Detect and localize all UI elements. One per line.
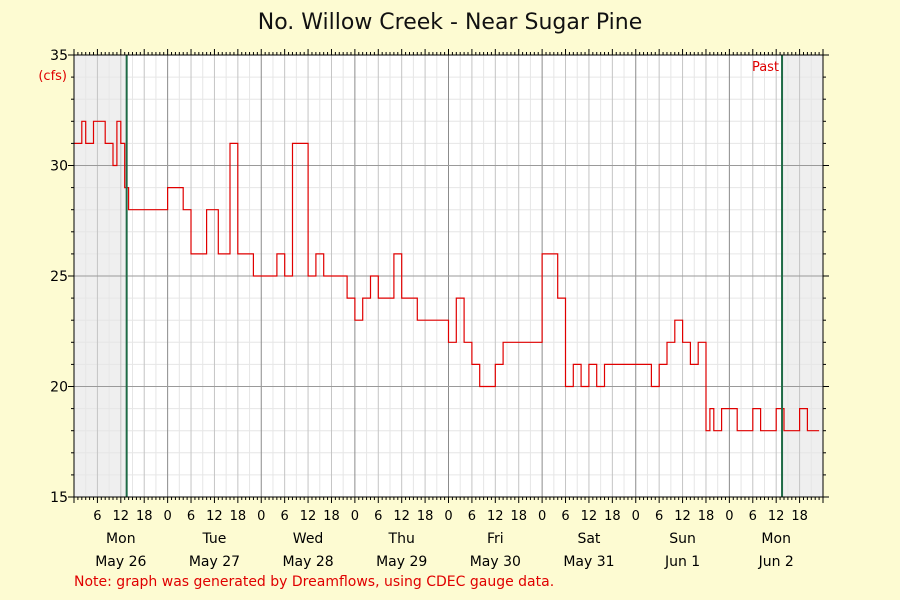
x-weekday-label: Thu bbox=[388, 531, 415, 547]
x-hour-label: 6 bbox=[749, 509, 757, 524]
x-hour-label: 6 bbox=[561, 509, 569, 524]
x-weekday-label: Sat bbox=[577, 531, 600, 547]
x-hour-label: 18 bbox=[604, 509, 621, 524]
x-hour-label: 6 bbox=[281, 509, 289, 524]
y-tick-label: 20 bbox=[50, 380, 68, 396]
x-hour-label: 0 bbox=[257, 509, 265, 524]
x-hour-label: 6 bbox=[655, 509, 663, 524]
x-hour-label: 6 bbox=[93, 509, 101, 524]
x-hour-label: 6 bbox=[468, 509, 476, 524]
x-hour-label: 18 bbox=[510, 509, 527, 524]
x-date-label: Jun 2 bbox=[758, 554, 794, 570]
source-note: Note: graph was generated by Dreamflows,… bbox=[74, 574, 555, 590]
x-date-label: May 31 bbox=[563, 554, 614, 570]
y-tick-label: 15 bbox=[50, 490, 68, 506]
x-hour-label: 12 bbox=[581, 509, 598, 524]
x-hour-label: 0 bbox=[444, 509, 452, 524]
x-hour-label: 12 bbox=[487, 509, 504, 524]
x-date-label: May 29 bbox=[376, 554, 427, 570]
x-weekday-label: Wed bbox=[293, 531, 324, 547]
x-hour-label: 12 bbox=[206, 509, 223, 524]
x-hour-label: 18 bbox=[230, 509, 247, 524]
y-tick-label: 35 bbox=[50, 48, 68, 64]
x-weekday-label: Sun bbox=[669, 531, 696, 547]
x-date-label: May 27 bbox=[189, 554, 240, 570]
past-label: Past bbox=[752, 60, 779, 75]
x-weekday-label: Fri bbox=[487, 531, 504, 547]
y-axis-label: (cfs) bbox=[38, 69, 67, 84]
x-hour-label: 0 bbox=[632, 509, 640, 524]
x-date-label: Jun 1 bbox=[664, 554, 700, 570]
x-hour-label: 12 bbox=[300, 509, 317, 524]
x-date-label: May 26 bbox=[95, 554, 146, 570]
x-weekday-label: Mon bbox=[761, 531, 791, 547]
x-hour-label: 18 bbox=[323, 509, 340, 524]
x-hour-label: 0 bbox=[538, 509, 546, 524]
x-hour-label: 6 bbox=[187, 509, 195, 524]
x-hour-label: 12 bbox=[393, 509, 410, 524]
x-hour-label: 0 bbox=[725, 509, 733, 524]
x-hour-label: 0 bbox=[351, 509, 359, 524]
y-tick-label: 25 bbox=[50, 269, 68, 285]
x-hour-label: 18 bbox=[698, 509, 715, 524]
x-hour-label: 18 bbox=[417, 509, 434, 524]
y-tick-label: 30 bbox=[50, 159, 68, 175]
x-weekday-label: Tue bbox=[201, 531, 226, 547]
x-hour-label: 12 bbox=[113, 509, 130, 524]
x-weekday-label: Mon bbox=[106, 531, 136, 547]
x-hour-label: 18 bbox=[791, 509, 808, 524]
x-hour-label: 12 bbox=[768, 509, 785, 524]
x-date-label: May 28 bbox=[282, 554, 333, 570]
x-hour-label: 12 bbox=[674, 509, 691, 524]
x-hour-label: 0 bbox=[163, 509, 171, 524]
x-hour-label: 6 bbox=[374, 509, 382, 524]
flow-series-line bbox=[74, 120, 820, 432]
x-hour-label: 18 bbox=[136, 509, 153, 524]
x-date-label: May 30 bbox=[470, 554, 521, 570]
chart-title: No. Willow Creek - Near Sugar Pine bbox=[257, 10, 643, 35]
